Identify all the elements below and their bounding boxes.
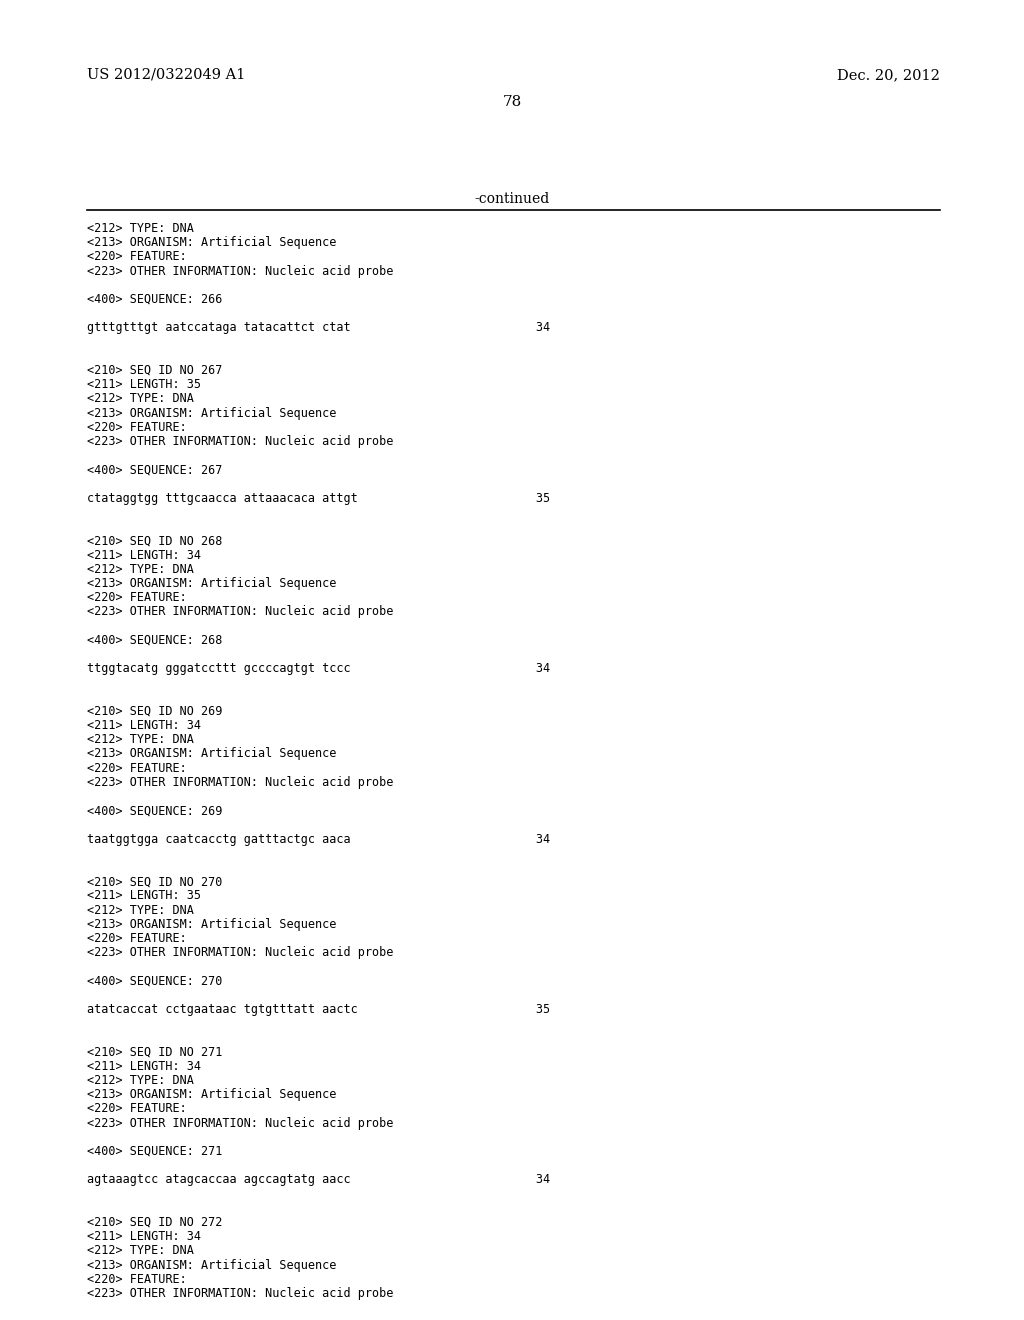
Text: <220> FEATURE:: <220> FEATURE:	[87, 591, 186, 605]
Text: <212> TYPE: DNA: <212> TYPE: DNA	[87, 562, 194, 576]
Text: -continued: -continued	[474, 191, 550, 206]
Text: <211> LENGTH: 34: <211> LENGTH: 34	[87, 1230, 201, 1243]
Text: <211> LENGTH: 34: <211> LENGTH: 34	[87, 549, 201, 561]
Text: <210> SEQ ID NO 270: <210> SEQ ID NO 270	[87, 875, 222, 888]
Text: <212> TYPE: DNA: <212> TYPE: DNA	[87, 1245, 194, 1258]
Text: <400> SEQUENCE: 270: <400> SEQUENCE: 270	[87, 974, 222, 987]
Text: <212> TYPE: DNA: <212> TYPE: DNA	[87, 392, 194, 405]
Text: ctataggtgg tttgcaacca attaaacaca attgt                         35: ctataggtgg tttgcaacca attaaacaca attgt 3…	[87, 492, 550, 504]
Text: US 2012/0322049 A1: US 2012/0322049 A1	[87, 69, 246, 82]
Text: <220> FEATURE:: <220> FEATURE:	[87, 421, 186, 434]
Text: <400> SEQUENCE: 267: <400> SEQUENCE: 267	[87, 463, 222, 477]
Text: <220> FEATURE:: <220> FEATURE:	[87, 932, 186, 945]
Text: <210> SEQ ID NO 271: <210> SEQ ID NO 271	[87, 1045, 222, 1059]
Text: <400> SEQUENCE: 268: <400> SEQUENCE: 268	[87, 634, 222, 647]
Text: <213> ORGANISM: Artificial Sequence: <213> ORGANISM: Artificial Sequence	[87, 747, 336, 760]
Text: <211> LENGTH: 34: <211> LENGTH: 34	[87, 1060, 201, 1073]
Text: <220> FEATURE:: <220> FEATURE:	[87, 762, 186, 775]
Text: agtaaagtcc atagcaccaa agccagtatg aacc                          34: agtaaagtcc atagcaccaa agccagtatg aacc 34	[87, 1173, 550, 1187]
Text: <220> FEATURE:: <220> FEATURE:	[87, 1102, 186, 1115]
Text: gtttgtttgt aatccataga tatacattct ctat                          34: gtttgtttgt aatccataga tatacattct ctat 34	[87, 321, 550, 334]
Text: <210> SEQ ID NO 269: <210> SEQ ID NO 269	[87, 705, 222, 718]
Text: taatggtgga caatcacctg gatttactgc aaca                          34: taatggtgga caatcacctg gatttactgc aaca 34	[87, 833, 550, 846]
Text: <210> SEQ ID NO 272: <210> SEQ ID NO 272	[87, 1216, 222, 1229]
Text: <213> ORGANISM: Artificial Sequence: <213> ORGANISM: Artificial Sequence	[87, 1088, 336, 1101]
Text: <212> TYPE: DNA: <212> TYPE: DNA	[87, 1074, 194, 1086]
Text: <223> OTHER INFORMATION: Nucleic acid probe: <223> OTHER INFORMATION: Nucleic acid pr…	[87, 946, 393, 960]
Text: <212> TYPE: DNA: <212> TYPE: DNA	[87, 222, 194, 235]
Text: <212> TYPE: DNA: <212> TYPE: DNA	[87, 904, 194, 916]
Text: <211> LENGTH: 35: <211> LENGTH: 35	[87, 890, 201, 903]
Text: <223> OTHER INFORMATION: Nucleic acid probe: <223> OTHER INFORMATION: Nucleic acid pr…	[87, 264, 393, 277]
Text: <400> SEQUENCE: 266: <400> SEQUENCE: 266	[87, 293, 222, 306]
Text: <223> OTHER INFORMATION: Nucleic acid probe: <223> OTHER INFORMATION: Nucleic acid pr…	[87, 606, 393, 618]
Text: ttggtacatg gggatccttt gccccagtgt tccc                          34: ttggtacatg gggatccttt gccccagtgt tccc 34	[87, 663, 550, 676]
Text: <220> FEATURE:: <220> FEATURE:	[87, 1272, 186, 1286]
Text: <213> ORGANISM: Artificial Sequence: <213> ORGANISM: Artificial Sequence	[87, 1258, 336, 1271]
Text: atatcaccat cctgaataac tgtgtttatt aactc                         35: atatcaccat cctgaataac tgtgtttatt aactc 3…	[87, 1003, 550, 1016]
Text: <211> LENGTH: 35: <211> LENGTH: 35	[87, 379, 201, 391]
Text: <212> TYPE: DNA: <212> TYPE: DNA	[87, 733, 194, 746]
Text: <213> ORGANISM: Artificial Sequence: <213> ORGANISM: Artificial Sequence	[87, 577, 336, 590]
Text: <220> FEATURE:: <220> FEATURE:	[87, 251, 186, 264]
Text: <223> OTHER INFORMATION: Nucleic acid probe: <223> OTHER INFORMATION: Nucleic acid pr…	[87, 1117, 393, 1130]
Text: <210> SEQ ID NO 268: <210> SEQ ID NO 268	[87, 535, 222, 548]
Text: Dec. 20, 2012: Dec. 20, 2012	[838, 69, 940, 82]
Text: <223> OTHER INFORMATION: Nucleic acid probe: <223> OTHER INFORMATION: Nucleic acid pr…	[87, 776, 393, 789]
Text: <213> ORGANISM: Artificial Sequence: <213> ORGANISM: Artificial Sequence	[87, 407, 336, 420]
Text: 78: 78	[503, 95, 521, 110]
Text: <210> SEQ ID NO 267: <210> SEQ ID NO 267	[87, 364, 222, 378]
Text: <400> SEQUENCE: 269: <400> SEQUENCE: 269	[87, 804, 222, 817]
Text: <211> LENGTH: 34: <211> LENGTH: 34	[87, 719, 201, 733]
Text: <223> OTHER INFORMATION: Nucleic acid probe: <223> OTHER INFORMATION: Nucleic acid pr…	[87, 1287, 393, 1300]
Text: <400> SEQUENCE: 271: <400> SEQUENCE: 271	[87, 1144, 222, 1158]
Text: <213> ORGANISM: Artificial Sequence: <213> ORGANISM: Artificial Sequence	[87, 917, 336, 931]
Text: <213> ORGANISM: Artificial Sequence: <213> ORGANISM: Artificial Sequence	[87, 236, 336, 249]
Text: <223> OTHER INFORMATION: Nucleic acid probe: <223> OTHER INFORMATION: Nucleic acid pr…	[87, 436, 393, 447]
